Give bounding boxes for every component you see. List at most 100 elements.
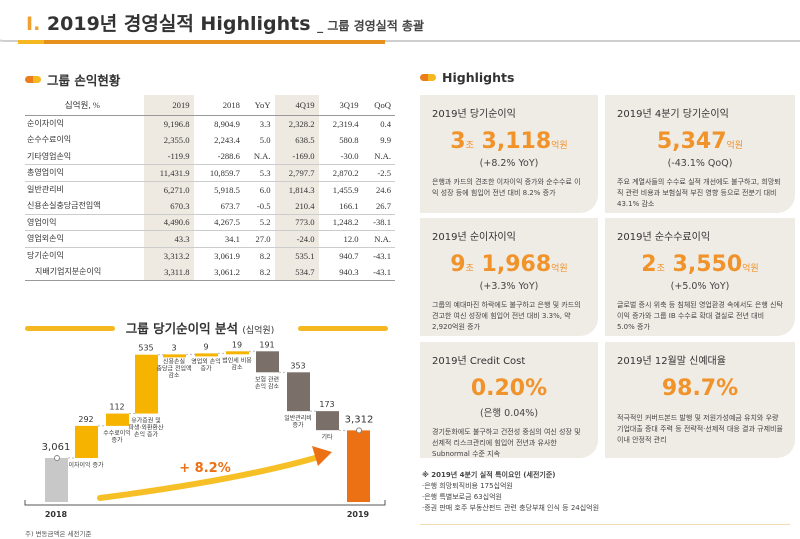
bar-step xyxy=(287,372,310,412)
growth-arrow-head xyxy=(312,446,332,466)
cell: 773.0 xyxy=(274,213,319,231)
value-label: 535 xyxy=(138,344,153,353)
column-header: 2018 xyxy=(193,95,244,116)
cell: 3,311.8 xyxy=(143,263,194,281)
chart-unit: (십억원) xyxy=(242,326,275,336)
card-subvalue: (+8.2% YoY) xyxy=(479,158,539,169)
card-title: 2019년 순이자이익 xyxy=(432,232,516,243)
cell: 210.4 xyxy=(274,197,319,214)
table-row: 영업외손익 43.3 34.1 27.0 -24.0 12.0 N.A. xyxy=(25,230,395,247)
card-description: 적극적인 커버드본드 발행 및 저원가성예금 유치와 우량 기업대출 증대 주력… xyxy=(617,414,783,444)
cell: 12.0 xyxy=(318,230,363,247)
title-text: 2019년 경영실적 Highlights xyxy=(46,13,311,35)
cell: 5,918.5 xyxy=(193,180,244,198)
cell: 11,431.9 xyxy=(143,164,194,181)
cell: 1,814.3 xyxy=(274,180,319,198)
header-underline xyxy=(18,40,385,44)
card-description: 은행과 카드의 견조한 이자이익 증가와 순수수료 이익 성장 등에 힘입어 전… xyxy=(432,178,581,197)
table-row: 당기순이익 3,313.2 3,061.9 8.2 535.1 940.7 -43.1 xyxy=(25,246,395,264)
step-label: 수수료이익 증가 xyxy=(103,429,131,444)
row-label: 당기순이익 xyxy=(25,246,144,264)
value-part: 0.20% xyxy=(470,376,548,401)
column-header: 2019 xyxy=(143,95,194,116)
chart-title-text: 그룹 당기순이익 분석 xyxy=(125,321,238,336)
note-item: ·증권 판매 호주 부동산펀드 관련 충당부채 인식 등 24십억원 xyxy=(422,504,600,512)
table-row: 순이자이익 9,196.8 8,904.9 3.3 2,328.2 2,319.4 0.4 xyxy=(25,115,395,132)
step-label: 신용손실 충당금 전입액 감소 xyxy=(156,358,191,380)
bullet-pill-icon xyxy=(25,76,41,83)
bar-step xyxy=(195,353,218,357)
income-table: 십억원, % 2019 2018 YoY 4Q19 3Q19 QoQ 순이자이익 9,196.… xyxy=(25,95,395,281)
cell: 673.7 xyxy=(220,200,240,211)
value-label: 3,312 xyxy=(345,414,374,425)
value-unit: 억원 xyxy=(742,264,759,274)
value-part: 2 xyxy=(641,252,657,277)
cell: 3,313.2 xyxy=(143,246,194,264)
cell: 4,490.6 xyxy=(143,213,194,231)
card-subvalue: (-43.1% QoQ) xyxy=(667,158,733,169)
divider xyxy=(420,524,790,525)
cell: -38.1 xyxy=(362,213,395,231)
section-title-text: Highlights xyxy=(442,70,515,85)
cell: -43.1 xyxy=(362,263,395,281)
row-label: 순이자이익 xyxy=(27,119,64,128)
row-label: 지배기업지분순이익 xyxy=(25,263,144,281)
card-description: 주요 계열사들의 수수료 실적 개선에도 불구하고, 희망퇴직 관련 비용과 보… xyxy=(617,178,781,208)
value-part: 3,118 xyxy=(481,129,552,154)
cell: -0.5 xyxy=(256,200,271,211)
page-title: I. 2019년 경영실적 Highlights _ 그룹 경영실적 총괄 xyxy=(26,9,424,36)
cell: N.A. xyxy=(374,151,391,161)
bar-step xyxy=(316,411,339,431)
card-subvalue: (은행 0.04%) xyxy=(479,408,539,419)
value-label: 173 xyxy=(319,400,334,409)
highlight-card: 2019년 12월말 신예대율 98.7% 적극적인 커버드본드 발행 및 저원… xyxy=(605,342,795,458)
bar-step xyxy=(135,354,158,414)
value-label: 19 xyxy=(232,340,242,349)
column-header: 4Q19 xyxy=(274,95,319,116)
cell: 2,328.2 xyxy=(274,115,319,132)
cell: 2,243.4 xyxy=(214,134,240,145)
chart-footnote: 주) 변동금액은 세전기준 xyxy=(25,530,92,538)
table-row: 순수수료이익 2,355.0 2,243.4 5.0 638.5 580.8 9.9 xyxy=(25,131,395,148)
step-label: 보험 관련 손익 감소 xyxy=(255,375,279,390)
cell: 940.3 xyxy=(318,263,363,281)
value-part: 98.7% xyxy=(661,376,739,401)
highlights-section-title: Highlights xyxy=(420,70,514,85)
cell: 9,196.8 xyxy=(143,115,194,132)
card-description: 글로벌 증시 위축 등 침체된 영업환경 속에서도 은행 신탁이익 증가와 그룹… xyxy=(617,301,783,331)
note-item: ·은행 희망퇴직비용 175십억원 xyxy=(422,482,513,490)
growth-label: + 8.2% xyxy=(179,461,230,476)
table-row: 일반관리비 6,271.0 5,918.5 6.0 1,814.3 1,455.9 24.6 xyxy=(25,180,395,198)
card-value: 0.20% xyxy=(432,377,586,405)
highlight-card: 2019년 당기순이익 3조 3,118억원 (+8.2% YoY) 은행과 카… xyxy=(420,95,598,213)
table-row: 기타영업손익 -119.9 -288.6 N.A. -169.0 -30.0 N.A. xyxy=(25,148,395,165)
cell: 166.1 xyxy=(339,200,359,211)
cell: 34.1 xyxy=(193,230,244,247)
row-label: 신용손실충당금전입액 xyxy=(27,201,101,210)
cell: 2,355.0 xyxy=(143,131,194,148)
notes-title: ※ 2019년 4분기 실적 특이요인 (세전기준) xyxy=(422,471,556,479)
bar-step xyxy=(256,351,279,373)
cell: 5.0 xyxy=(259,134,271,145)
cell: 638.5 xyxy=(274,131,319,148)
waterfall-chart: 3,061 292 이자이익 증가 112 수수료이익 증가 535 유가증권 및 파생·외환환… xyxy=(24,340,386,519)
bar-step xyxy=(226,351,249,355)
value-label: 3,061 xyxy=(42,442,71,453)
table-row: 지배기업지분순이익 3,311.8 3,061.2 8.2 534.7 940.3 -43.… xyxy=(25,263,395,281)
column-header: 십억원, % xyxy=(25,95,144,116)
column-header: QoQ xyxy=(362,95,395,116)
cell: 24.6 xyxy=(362,180,395,198)
table-row: 총영업이익 11,431.9 10,859.7 5.3 2,797.7 2,870.2 -2… xyxy=(25,164,395,181)
card-title: 2019년 4분기 당기순이익 xyxy=(617,109,729,120)
chart-title: 그룹 당기순이익 분석 (십억원) xyxy=(0,318,400,337)
row-label: 순수수료이익 xyxy=(27,135,72,145)
cell: -169.0 xyxy=(274,148,319,165)
cell: -30.0 xyxy=(340,151,359,161)
step-label: 일반관리비 증가 xyxy=(284,414,312,429)
highlight-card: 2019년 Credit Cost 0.20% (은행 0.04%) 경기둔화에… xyxy=(420,342,598,458)
table-header-row: 십억원, % 2019 2018 YoY 4Q19 3Q19 QoQ xyxy=(25,95,395,116)
cell: N.A. xyxy=(362,230,395,247)
step-label: 영업외 손익 증가 xyxy=(191,357,221,372)
card-value: 2조 3,550억원 xyxy=(617,253,783,281)
page-subtitle: _ 그룹 경영실적 총괄 xyxy=(317,19,425,33)
